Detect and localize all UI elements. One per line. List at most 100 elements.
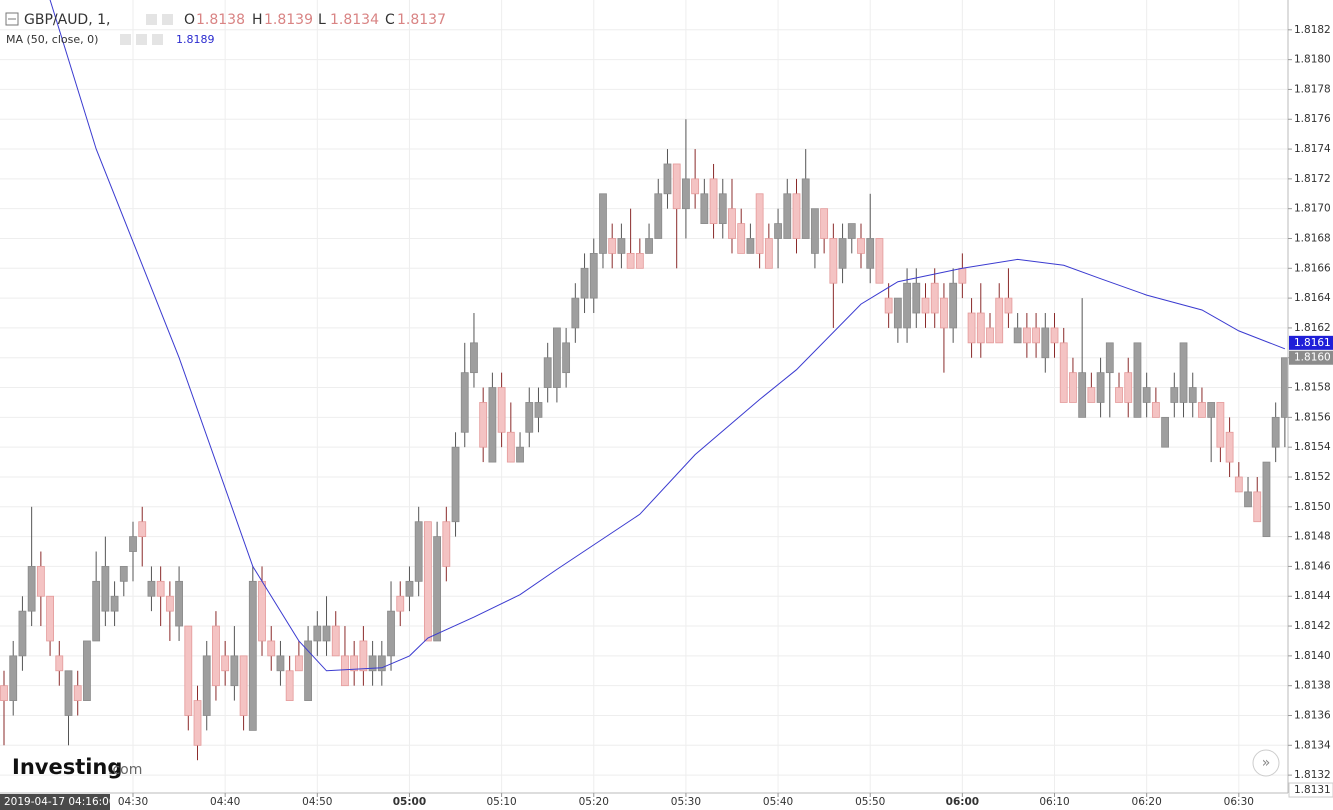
y-tick-label: 1.8162 (1294, 322, 1331, 334)
x-tick-label: 05:30 (671, 796, 701, 808)
candle-body (202, 655, 211, 716)
candle-body (331, 625, 340, 657)
candle-body (875, 238, 884, 284)
crosshair-label-box (0, 794, 110, 810)
candle-body (9, 655, 18, 701)
price-marker-label: 1.8131 (1294, 784, 1331, 796)
candle-body (1216, 402, 1225, 448)
candle-body (350, 655, 359, 672)
ohlc-letter: O (184, 12, 195, 28)
candle-body (811, 208, 819, 254)
candle-body (709, 178, 718, 224)
candle-body (857, 238, 865, 254)
candle-body (1087, 387, 1096, 403)
scroll-button-icon[interactable]: » (1262, 755, 1271, 771)
y-tick-label: 1.8172 (1294, 173, 1331, 185)
candle-body (986, 327, 994, 344)
symbol: GBP/AUD, 1, (24, 12, 110, 28)
ma-settings-icon[interactable] (120, 34, 131, 45)
candle-body (1262, 461, 1271, 538)
scroll-button[interactable] (1252, 749, 1280, 777)
candle-body (175, 580, 183, 627)
x-tick-label: 04:30 (118, 796, 148, 808)
ohlc-letter: C (385, 12, 395, 28)
candle-body (1078, 372, 1087, 418)
candle-body (774, 223, 782, 239)
candle-body (276, 655, 285, 672)
candle-body (18, 610, 27, 657)
y-tick-label: 1.8164 (1294, 292, 1331, 304)
candle-body (1271, 416, 1280, 448)
settings-icon[interactable] (146, 14, 157, 25)
candle-body (543, 357, 552, 388)
candle-body (1124, 372, 1133, 403)
candle-body (479, 402, 488, 448)
y-tick-label: 1.8168 (1294, 232, 1331, 244)
candle-body (995, 297, 1004, 344)
gear-icon[interactable] (162, 14, 173, 25)
candle-body (562, 342, 571, 374)
candle-body (1133, 342, 1142, 418)
candle-body (976, 312, 985, 344)
price-marker-label: 1.8161 (1294, 337, 1331, 349)
watermark-suffix: .com (108, 762, 142, 778)
ma-gear-icon[interactable] (136, 34, 147, 45)
candle-body (184, 625, 193, 716)
candle-body (1161, 416, 1169, 448)
candle-body (64, 670, 73, 716)
y-tick-label: 1.8134 (1294, 739, 1331, 751)
candle-body (958, 267, 967, 284)
candle-body (525, 402, 534, 433)
candle-body (387, 610, 395, 657)
x-tick-label: 04:50 (302, 796, 332, 808)
candle-body (497, 387, 506, 433)
candle-body (368, 655, 377, 672)
x-tick-label: 06:10 (1039, 796, 1069, 808)
candle-body (599, 193, 607, 254)
candle-body (635, 253, 644, 269)
candle-body (1253, 491, 1262, 523)
candle-body (534, 402, 543, 418)
candle-body (737, 223, 746, 254)
x-tick-label: 05:20 (579, 796, 609, 808)
collapse-icon[interactable] (5, 12, 19, 26)
candle-body (866, 238, 875, 269)
candle-body (165, 595, 174, 612)
x-tick-label: 05:50 (855, 796, 885, 808)
ma-close-icon[interactable] (152, 34, 163, 45)
price-marker (1289, 350, 1333, 365)
candle-body (617, 238, 626, 254)
y-tick-label: 1.8180 (1294, 54, 1331, 66)
candle-body (1004, 297, 1013, 314)
candle-body (700, 193, 709, 224)
candle-body (359, 640, 368, 672)
candle-body (285, 670, 294, 701)
price-marker-label: 1.8160 (1294, 352, 1331, 364)
candle-body (820, 208, 829, 239)
candle-body (423, 521, 432, 642)
candle-body (341, 655, 349, 687)
candle-body (470, 342, 478, 374)
y-tick-label: 1.8176 (1294, 113, 1331, 125)
x-tick-label: 05:10 (486, 796, 516, 808)
candle-body (571, 297, 580, 329)
candle-body (1188, 387, 1197, 403)
candle-body (460, 372, 469, 433)
candle-body (728, 208, 736, 239)
candle-body (682, 178, 690, 210)
candle-body (119, 566, 128, 582)
candle-body (0, 685, 8, 701)
y-tick-label: 1.8142 (1294, 620, 1331, 632)
y-tick-label: 1.8158 (1294, 382, 1331, 394)
candle-body (672, 163, 681, 210)
candle-body (230, 655, 239, 687)
candle-body (663, 163, 672, 195)
candle-body (1151, 402, 1160, 418)
crosshair-label: 2019-04-17 04:16:00 (4, 796, 116, 808)
plot (0, 0, 1288, 761)
candle-body (1059, 342, 1068, 403)
candle-body (1179, 342, 1188, 403)
x-tick-label: 05:00 (393, 796, 426, 808)
candle-body (1105, 342, 1114, 374)
candle-body (783, 193, 792, 239)
